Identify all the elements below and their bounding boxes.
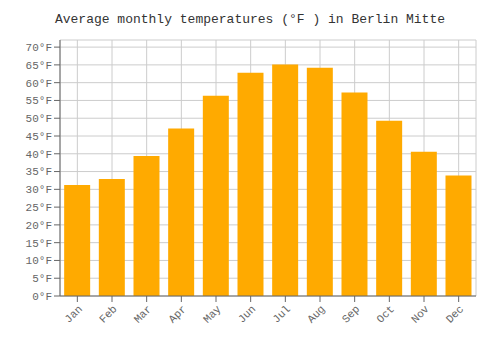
svg-text:55°F: 55°F [26, 95, 52, 107]
svg-text:Sep: Sep [340, 303, 362, 325]
svg-text:15°F: 15°F [26, 238, 52, 250]
svg-text:Feb: Feb [97, 303, 119, 325]
svg-text:50°F: 50°F [26, 113, 52, 125]
svg-text:10°F: 10°F [26, 255, 52, 267]
svg-text:Nov: Nov [409, 303, 432, 326]
svg-text:May: May [201, 303, 224, 326]
svg-text:Mar: Mar [132, 303, 154, 325]
svg-text:0°F: 0°F [32, 291, 52, 303]
html-text:Average monthly temperatures (: Average monthly temperatures (°F ) in Be… [55, 12, 445, 27]
svg-text:60°F: 60°F [26, 78, 52, 90]
svg-text:Oct: Oct [374, 303, 396, 325]
svg-text:20°F: 20°F [26, 220, 52, 232]
svg-text:40°F: 40°F [26, 149, 52, 161]
svg-text:Dec: Dec [444, 303, 466, 325]
svg-text:Apr: Apr [166, 303, 188, 325]
svg-text:Jun: Jun [236, 303, 258, 325]
svg-text:Aug: Aug [305, 303, 327, 325]
svg-text:35°F: 35°F [26, 166, 52, 178]
svg-text:30°F: 30°F [26, 184, 52, 196]
svg-text:Jul: Jul [270, 303, 292, 325]
svg-text:25°F: 25°F [26, 202, 52, 214]
svg-text:5°F: 5°F [32, 273, 52, 285]
svg-text:70°F: 70°F [26, 42, 52, 54]
svg-text:Jan: Jan [62, 303, 84, 325]
svg-text:45°F: 45°F [26, 131, 52, 143]
svg-text:65°F: 65°F [26, 60, 52, 72]
